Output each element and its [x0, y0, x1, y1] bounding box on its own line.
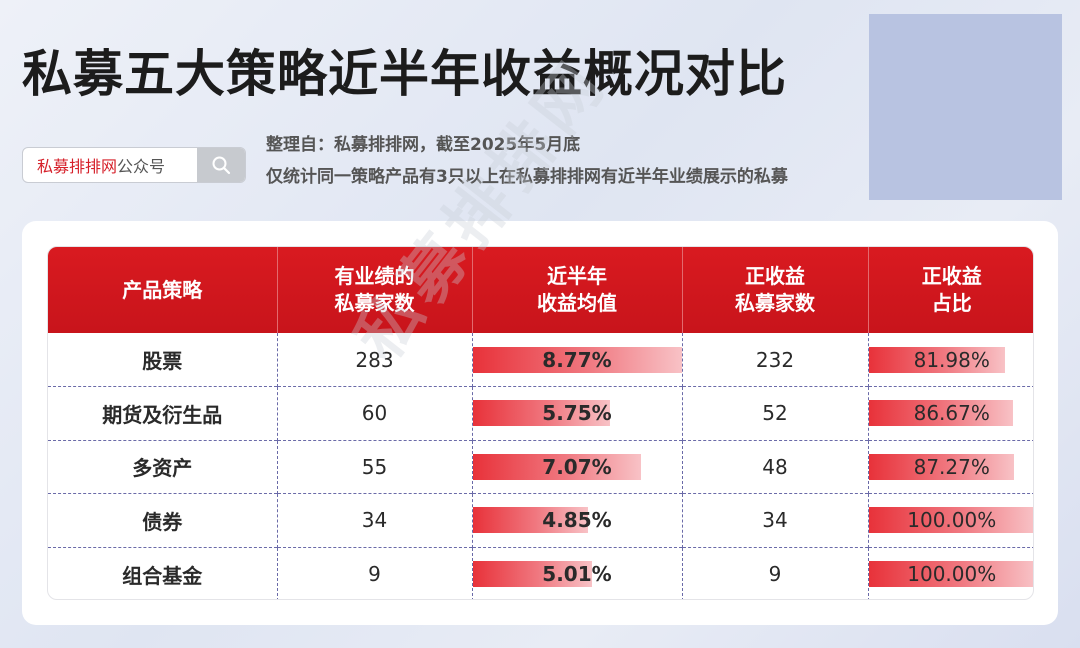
- search-brand: 私募排排网: [37, 157, 118, 176]
- table-row: 多资产 55 7.07% 48 87.27%: [48, 439, 1033, 494]
- count-cell: 55: [276, 439, 472, 494]
- header-positive-ratio: 正收益 占比: [867, 247, 1033, 333]
- avg-return-value: 8.77%: [542, 347, 612, 372]
- count-cell: 60: [276, 386, 472, 440]
- data-source: 整理自：私募排排网，截至2025年5月底: [266, 135, 581, 155]
- positive-ratio-bar: [868, 453, 1014, 480]
- header-strategy: 产品策略: [122, 277, 203, 302]
- positive-ratio-value: 86.67%: [913, 401, 990, 426]
- positive-ratio-bar: [868, 507, 1033, 534]
- header-count: 有业绩的 私募家数: [276, 247, 472, 333]
- avg-return-bar: [472, 561, 592, 587]
- positive-ratio-cell: 87.27%: [867, 439, 1033, 494]
- positive-count-cell: 232: [681, 333, 868, 387]
- avg-return-value: 7.07%: [542, 454, 612, 479]
- avg-return-cell: 8.77%: [471, 333, 682, 387]
- strategy-table: 产品策略 有业绩的 私募家数 近半年 收益均值 正收益 私募家数 正收益 占比 股票 2…: [47, 246, 1034, 600]
- positive-ratio-value: 87.27%: [913, 454, 990, 479]
- search-suffix: 公众号: [117, 157, 166, 176]
- avg-return-bar: [472, 400, 610, 427]
- search-button[interactable]: [197, 148, 245, 182]
- positive-ratio-cell: 100.00%: [867, 493, 1033, 547]
- positive-count-cell: 52: [681, 386, 868, 440]
- strategy-cell: 债券: [48, 493, 277, 547]
- avg-return-bar: [472, 346, 682, 373]
- positive-count-cell: 48: [681, 439, 868, 494]
- positive-ratio-value: 100.00%: [907, 562, 997, 586]
- avg-return-cell: 7.07%: [471, 439, 682, 494]
- page-title: 私募五大策略近半年收益概况对比: [22, 45, 787, 103]
- strategy-cell: 期货及衍生品: [48, 386, 277, 440]
- avg-return-cell: 5.75%: [471, 386, 682, 440]
- table-row: 期货及衍生品 60 5.75% 52 86.67%: [48, 386, 1033, 440]
- count-cell: 283: [276, 333, 472, 387]
- positive-ratio-cell: 81.98%: [867, 333, 1033, 387]
- avg-return-value: 5.75%: [542, 401, 612, 426]
- strategy-cell: 组合基金: [48, 546, 277, 599]
- avg-return-value: 5.01%: [542, 562, 612, 586]
- table-row: 组合基金 9 5.01% 9 100.00%: [48, 546, 1033, 599]
- corner-placeholder: [869, 14, 1062, 200]
- avg-return-cell: 5.01%: [471, 546, 682, 599]
- strategy-cell: 多资产: [48, 439, 277, 494]
- header-avg-return: 近半年 收益均值: [471, 247, 682, 333]
- avg-return-cell: 4.85%: [471, 493, 682, 547]
- strategy-cell: 股票: [142, 349, 183, 373]
- data-note: 仅统计同一策略产品有3只以上在私募排排网有近半年业绩展示的私募: [266, 167, 788, 187]
- positive-count-cell: 9: [681, 546, 868, 599]
- search-icon: [212, 156, 231, 175]
- avg-return-value: 4.85%: [542, 508, 612, 533]
- positive-ratio-value: 81.98%: [913, 347, 990, 372]
- table-row: 股票 283 8.77% 232 81.98%: [48, 333, 1033, 387]
- search-input[interactable]: 私募排排网公众号: [23, 153, 197, 177]
- count-cell: 34: [276, 493, 472, 547]
- table-header-row: 产品策略 有业绩的 私募家数 近半年 收益均值 正收益 私募家数 正收益 占比: [48, 247, 1033, 333]
- positive-ratio-value: 100.00%: [907, 508, 997, 533]
- count-cell: 9: [276, 546, 472, 599]
- positive-ratio-bar: [868, 346, 1005, 373]
- avg-return-bar: [472, 507, 589, 534]
- search-box[interactable]: 私募排排网公众号: [22, 147, 246, 183]
- header-positive-count: 正收益 私募家数: [681, 247, 868, 333]
- positive-ratio-bar: [868, 561, 1033, 587]
- positive-count-cell: 34: [681, 493, 868, 547]
- positive-ratio-cell: 100.00%: [867, 546, 1033, 599]
- positive-ratio-bar: [868, 400, 1013, 427]
- positive-ratio-cell: 86.67%: [867, 386, 1033, 440]
- avg-return-bar: [472, 453, 641, 480]
- table-row: 债券 34 4.85% 34 100.00%: [48, 493, 1033, 547]
